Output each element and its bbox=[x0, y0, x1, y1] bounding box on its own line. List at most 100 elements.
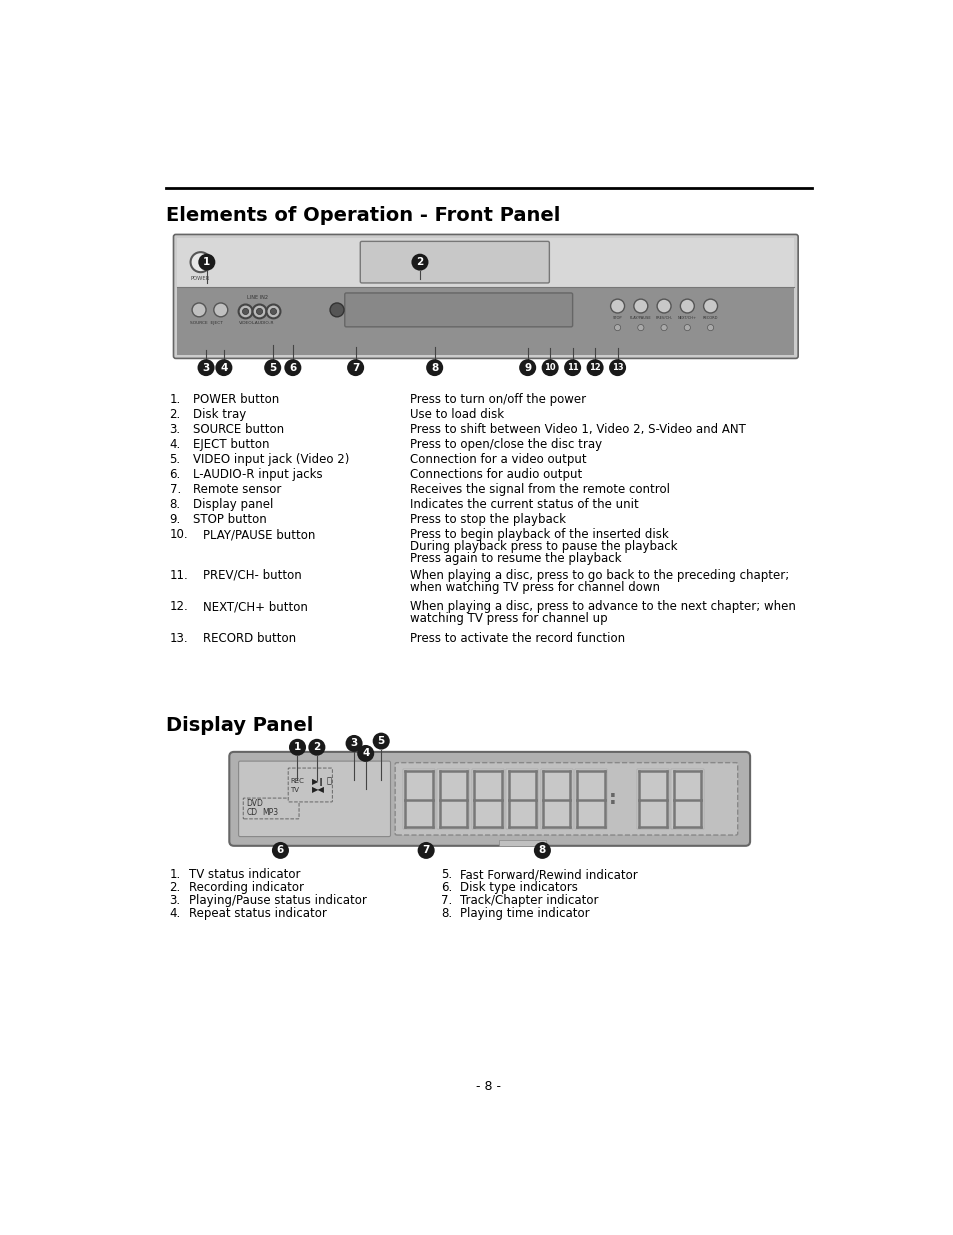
Circle shape bbox=[256, 309, 262, 315]
Circle shape bbox=[660, 325, 666, 331]
Circle shape bbox=[657, 299, 670, 312]
Text: 13.: 13. bbox=[170, 632, 188, 645]
Circle shape bbox=[356, 745, 374, 762]
Text: NEXT/CH+ button: NEXT/CH+ button bbox=[203, 600, 308, 614]
Text: 5: 5 bbox=[377, 736, 384, 746]
Text: DVD: DVD bbox=[246, 799, 263, 808]
Bar bbox=[575, 769, 606, 829]
Circle shape bbox=[679, 299, 694, 312]
Circle shape bbox=[614, 325, 620, 331]
Text: 6.: 6. bbox=[170, 468, 181, 482]
Text: 2: 2 bbox=[313, 742, 320, 752]
Text: Indicates the current status of the unit: Indicates the current status of the unit bbox=[410, 498, 638, 511]
Circle shape bbox=[308, 739, 325, 756]
Text: Press again to resume the playback: Press again to resume the playback bbox=[410, 552, 620, 566]
Text: 4: 4 bbox=[361, 748, 369, 758]
Circle shape bbox=[633, 299, 647, 312]
Circle shape bbox=[637, 325, 643, 331]
Circle shape bbox=[289, 739, 306, 756]
Circle shape bbox=[683, 325, 690, 331]
Text: Press to begin playback of the inserted disk: Press to begin playback of the inserted … bbox=[410, 529, 668, 541]
Text: 8: 8 bbox=[431, 363, 437, 373]
FancyBboxPatch shape bbox=[173, 235, 798, 358]
Text: Remote sensor: Remote sensor bbox=[193, 483, 281, 496]
Circle shape bbox=[253, 305, 266, 319]
Circle shape bbox=[426, 359, 443, 377]
Text: 1: 1 bbox=[203, 257, 211, 267]
Circle shape bbox=[411, 253, 428, 270]
Text: Receives the signal from the remote control: Receives the signal from the remote cont… bbox=[410, 483, 669, 496]
Bar bbox=[436, 769, 469, 829]
Text: 2: 2 bbox=[416, 257, 423, 267]
Circle shape bbox=[586, 359, 603, 377]
Text: Recording indicator: Recording indicator bbox=[189, 882, 304, 894]
FancyBboxPatch shape bbox=[229, 752, 749, 846]
FancyBboxPatch shape bbox=[344, 293, 572, 327]
Text: 9.: 9. bbox=[170, 514, 181, 526]
Text: NEXT/CH+: NEXT/CH+ bbox=[678, 316, 696, 320]
Text: Connection for a video output: Connection for a video output bbox=[410, 453, 586, 466]
Text: PLAY/PAUSE button: PLAY/PAUSE button bbox=[203, 529, 315, 541]
Circle shape bbox=[213, 303, 228, 317]
Circle shape bbox=[242, 309, 249, 315]
Text: watching TV press for channel up: watching TV press for channel up bbox=[410, 613, 607, 625]
Circle shape bbox=[347, 359, 364, 377]
Text: Display Panel: Display Panel bbox=[166, 716, 313, 736]
Text: 7: 7 bbox=[422, 846, 430, 856]
Text: Playing time indicator: Playing time indicator bbox=[459, 908, 589, 920]
Text: 6: 6 bbox=[276, 846, 284, 856]
Text: 2.: 2. bbox=[170, 882, 181, 894]
Circle shape bbox=[192, 303, 206, 317]
Text: 4: 4 bbox=[220, 363, 228, 373]
Text: When playing a disc, press to advance to the next chapter; when: When playing a disc, press to advance to… bbox=[410, 600, 795, 614]
Text: Repeat status indicator: Repeat status indicator bbox=[189, 908, 327, 920]
Text: 1: 1 bbox=[294, 742, 301, 752]
Text: Press to shift between Video 1, Video 2, S-Video and ANT: Press to shift between Video 1, Video 2,… bbox=[410, 424, 745, 436]
Text: 11: 11 bbox=[566, 363, 578, 372]
FancyBboxPatch shape bbox=[238, 761, 390, 836]
Circle shape bbox=[330, 303, 344, 317]
Circle shape bbox=[215, 359, 233, 377]
Text: PREV/CH-: PREV/CH- bbox=[655, 316, 672, 320]
Circle shape bbox=[563, 359, 580, 377]
Text: L-AUDIO-R input jacks: L-AUDIO-R input jacks bbox=[193, 468, 322, 482]
Text: TV status indicator: TV status indicator bbox=[189, 868, 300, 881]
Text: CD: CD bbox=[246, 808, 257, 818]
Circle shape bbox=[264, 359, 281, 377]
Text: SOURCE  EJECT: SOURCE EJECT bbox=[190, 321, 222, 325]
Circle shape bbox=[238, 305, 253, 319]
Text: 4.: 4. bbox=[170, 438, 181, 451]
Circle shape bbox=[534, 842, 550, 858]
Circle shape bbox=[198, 253, 215, 270]
Text: 10.: 10. bbox=[170, 529, 188, 541]
Text: ▶❙: ▶❙ bbox=[312, 777, 325, 785]
Text: POWER: POWER bbox=[191, 275, 210, 282]
Circle shape bbox=[608, 359, 625, 377]
Circle shape bbox=[266, 305, 280, 319]
Text: 6: 6 bbox=[289, 363, 296, 373]
Circle shape bbox=[417, 842, 435, 858]
Circle shape bbox=[518, 359, 536, 377]
Text: POWER button: POWER button bbox=[193, 393, 279, 406]
Text: LINE IN2: LINE IN2 bbox=[247, 295, 268, 300]
Text: Elements of Operation - Front Panel: Elements of Operation - Front Panel bbox=[166, 206, 559, 225]
Circle shape bbox=[270, 309, 276, 315]
Text: Disk tray: Disk tray bbox=[193, 408, 246, 421]
Text: VIDEO: VIDEO bbox=[238, 321, 253, 326]
Bar bbox=[498, 840, 545, 846]
Text: Playing/Pause status indicator: Playing/Pause status indicator bbox=[189, 894, 367, 908]
Circle shape bbox=[541, 359, 558, 377]
Bar bbox=[637, 769, 668, 829]
Text: 5.: 5. bbox=[440, 868, 452, 881]
Text: 7.: 7. bbox=[440, 894, 452, 908]
Bar bbox=[671, 769, 702, 829]
Text: 12: 12 bbox=[589, 363, 600, 372]
Text: L-AUDIO-R: L-AUDIO-R bbox=[251, 321, 274, 326]
Text: Press to stop the playback: Press to stop the playback bbox=[410, 514, 565, 526]
Text: 3: 3 bbox=[350, 739, 357, 748]
Text: Connections for audio output: Connections for audio output bbox=[410, 468, 581, 482]
Text: Press to open/close the disc tray: Press to open/close the disc tray bbox=[410, 438, 601, 451]
Text: 2.: 2. bbox=[170, 408, 181, 421]
Text: - 8 -: - 8 - bbox=[476, 1079, 501, 1093]
Text: 1.: 1. bbox=[170, 868, 181, 881]
